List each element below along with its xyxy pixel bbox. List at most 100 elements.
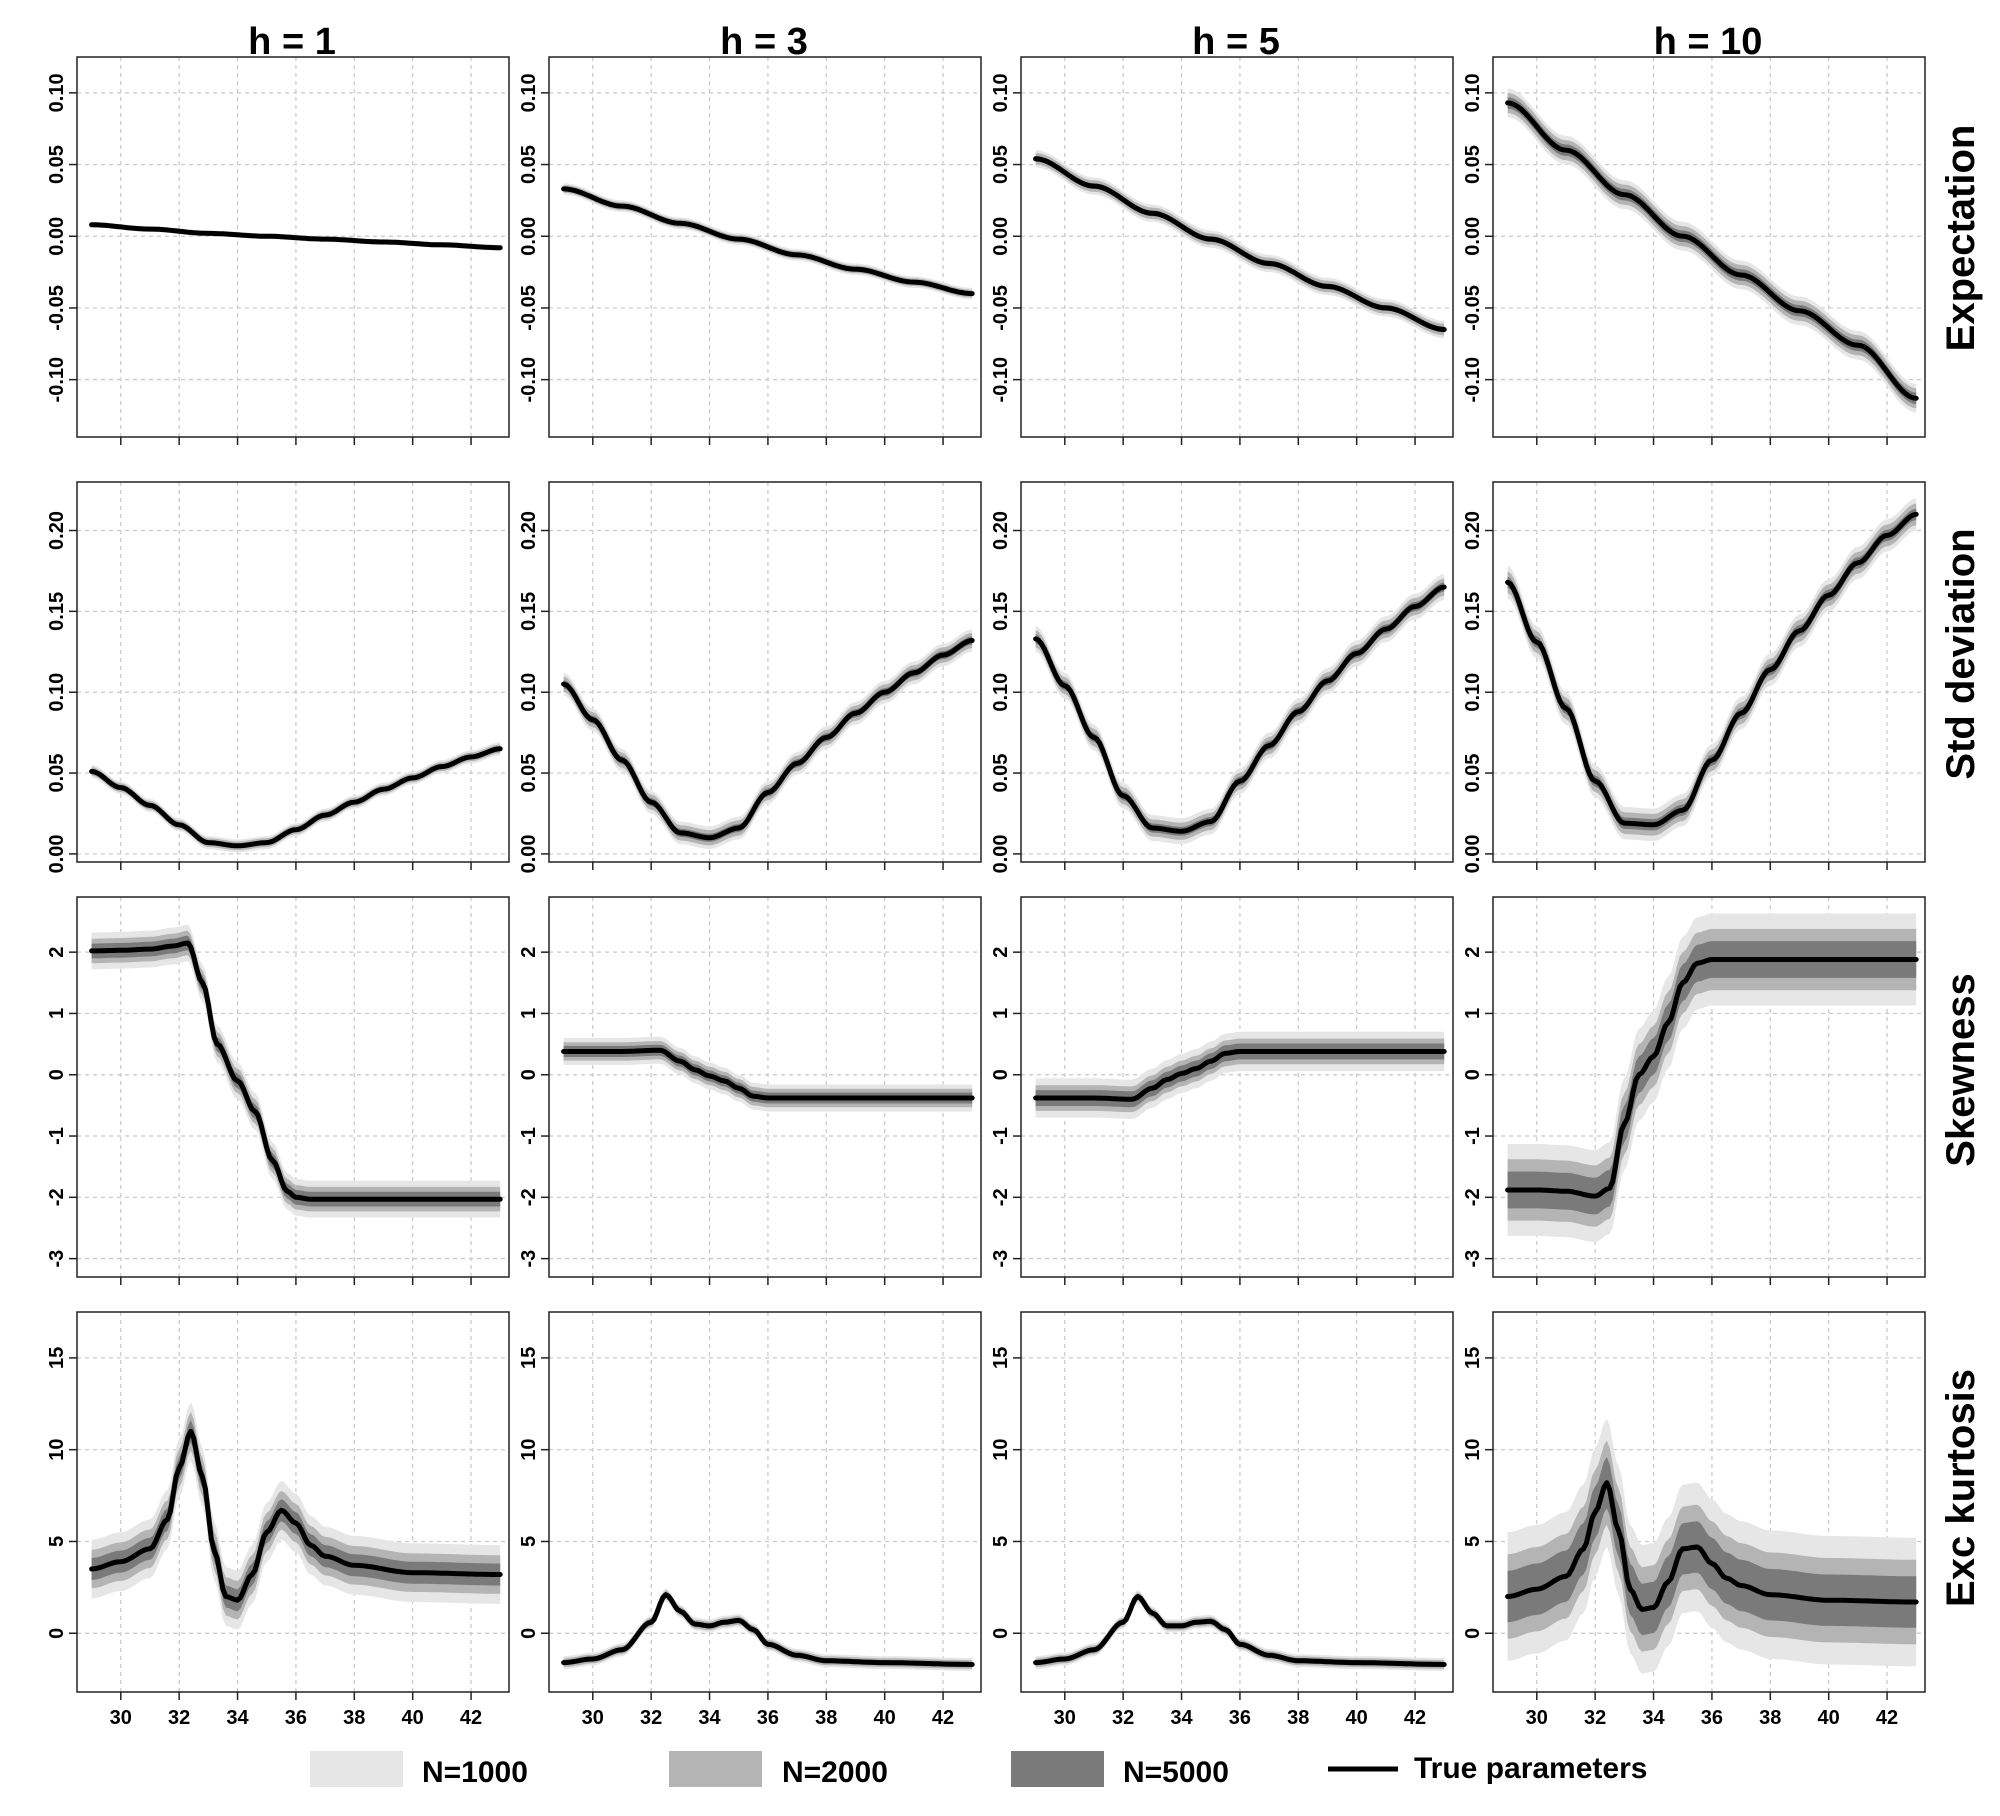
- y-tick-label: 15: [990, 1347, 1012, 1369]
- legend-label-true-parameters: True parameters: [1414, 1752, 1647, 1785]
- panel-frame: [76, 56, 510, 438]
- band-n1000-r1-c2: [1035, 574, 1445, 845]
- y-tick-label: -0.05: [1462, 285, 1484, 331]
- x-tick-label: 42: [460, 1707, 482, 1729]
- y-tick-label: 0.00: [46, 217, 68, 256]
- x-tick-label: 36: [1229, 1707, 1251, 1729]
- true-line-r1-c2: [1033, 584, 1447, 834]
- true-line-r3-c2: [1033, 1594, 1447, 1667]
- y-tick-label: 0.05: [1462, 754, 1484, 793]
- true-line-r2-c1: [561, 1047, 975, 1101]
- panel-r3-c2: 30 32 34 36 38 40 42 0 5 10 15: [990, 1311, 1454, 1729]
- legend-swatch-n5000: [1011, 1751, 1104, 1787]
- legend-swatch-n1000: [310, 1751, 403, 1787]
- y-tick-label: 0.10: [1462, 73, 1484, 112]
- y-tick-label: 0.05: [518, 754, 540, 793]
- column-title-h10: h = 10: [1654, 21, 1763, 63]
- true-line-r2-c3: [1505, 957, 1919, 1199]
- y-tick-label: 0.10: [1462, 673, 1484, 712]
- true-line-r0-c3: [1505, 100, 1919, 401]
- y-tick-label: 0.10: [990, 73, 1012, 112]
- band-n5000-r1-c2: [1035, 582, 1445, 836]
- y-tick-label: -1: [1462, 1127, 1484, 1145]
- y-tick-label: 10: [518, 1439, 540, 1461]
- y-tick-label: 0: [46, 1069, 68, 1080]
- y-tick-label: 0.20: [1462, 511, 1484, 550]
- column-title-h1: h = 1: [248, 21, 336, 63]
- y-tick-label: 0.20: [518, 511, 540, 550]
- panel-frame: [76, 1311, 510, 1693]
- x-tick-label: 32: [168, 1707, 190, 1729]
- y-tick-label: -0.05: [990, 285, 1012, 331]
- true-line-r2-c2: [1033, 1049, 1447, 1102]
- y-tick-label: 5: [990, 1536, 1012, 1547]
- true-line-r1-c0: [89, 746, 503, 849]
- y-tick-label: 0.15: [518, 592, 540, 631]
- y-tick-label: 0: [46, 1628, 68, 1639]
- x-tick-label: 42: [1876, 1707, 1898, 1729]
- row-title-exc-kurtosis: Exc kurtosis: [1939, 1369, 1983, 1607]
- x-tick-label: 38: [1759, 1707, 1781, 1729]
- y-tick-label: -1: [518, 1127, 540, 1145]
- y-tick-label: 0.00: [990, 834, 1012, 873]
- y-tick-label: 0.15: [46, 592, 68, 631]
- y-tick-label: 0.10: [990, 673, 1012, 712]
- x-tick-label: 32: [640, 1707, 662, 1729]
- y-tick-label: 10: [990, 1439, 1012, 1461]
- column-title-h3: h = 3: [720, 21, 808, 63]
- band-n5000-r2-c2: [1035, 1043, 1445, 1108]
- band-n2000-r1-c1: [563, 632, 973, 846]
- x-tick-label: 30: [1054, 1707, 1076, 1729]
- true-line-r3-c0: [89, 1428, 503, 1603]
- y-tick-label: 0.10: [518, 73, 540, 112]
- y-tick-label: 15: [46, 1347, 68, 1369]
- y-tick-label: 0.10: [518, 673, 540, 712]
- true-line-r2-c0: [89, 940, 503, 1202]
- y-tick-label: -1: [990, 1127, 1012, 1145]
- row-title-std-deviation: Std deviation: [1939, 528, 1983, 779]
- panel-r1-c3: 0.00 0.05 0.10 0.15 0.20: [1462, 481, 1926, 873]
- y-tick-label: 0.00: [518, 217, 540, 256]
- y-tick-label: 2: [990, 947, 1012, 958]
- panel-frame: [1492, 1311, 1926, 1693]
- y-tick-label: 10: [46, 1439, 68, 1461]
- y-tick-label: -3: [1462, 1250, 1484, 1268]
- y-tick-label: 0: [1462, 1069, 1484, 1080]
- panel-frame: [76, 896, 510, 1278]
- legend-label-n2000: N=2000: [782, 1756, 888, 1789]
- true-line-r1-c1: [561, 638, 975, 841]
- y-tick-label: 0.05: [990, 754, 1012, 793]
- true-line-r0-c0: [89, 222, 503, 251]
- x-tick-label: 34: [1170, 1707, 1193, 1729]
- y-tick-label: 0.00: [990, 217, 1012, 256]
- panel-r2-c3: -3 -2 -1 0 1 2: [1462, 896, 1926, 1285]
- legend-label-n5000: N=5000: [1123, 1756, 1229, 1789]
- true-line-r3-c3: [1505, 1480, 1919, 1612]
- band-n1000-r1-c3: [1507, 498, 1917, 841]
- y-tick-label: 0.00: [1462, 217, 1484, 256]
- y-tick-label: 5: [1462, 1536, 1484, 1547]
- y-tick-label: 1: [46, 1008, 68, 1019]
- x-tick-label: 36: [1701, 1707, 1723, 1729]
- x-tick-label: 30: [582, 1707, 604, 1729]
- y-tick-label: -0.10: [990, 357, 1012, 403]
- panel-r0-c0: -0.10 -0.05 0.00 0.05 0.10: [46, 56, 510, 445]
- x-tick-label: 40: [402, 1707, 424, 1729]
- x-tick-label: 40: [1346, 1707, 1368, 1729]
- panel-frame: [548, 56, 982, 438]
- y-tick-label: 0: [990, 1628, 1012, 1639]
- y-tick-label: 2: [46, 947, 68, 958]
- y-tick-label: 10: [1462, 1439, 1484, 1461]
- x-tick-label: 34: [226, 1707, 249, 1729]
- y-tick-label: -0.05: [46, 285, 68, 331]
- legend-swatch-n2000: [669, 1751, 762, 1787]
- panel-r2-c2: -3 -2 -1 0 1 2: [990, 896, 1454, 1285]
- panel-frame: [1492, 481, 1926, 863]
- band-n1000-r1-c1: [563, 629, 973, 850]
- x-tick-label: 40: [1818, 1707, 1840, 1729]
- panel-frame: [1492, 56, 1926, 438]
- y-tick-label: 0.15: [990, 592, 1012, 631]
- y-tick-label: 0.05: [46, 754, 68, 793]
- y-tick-label: -2: [46, 1188, 68, 1206]
